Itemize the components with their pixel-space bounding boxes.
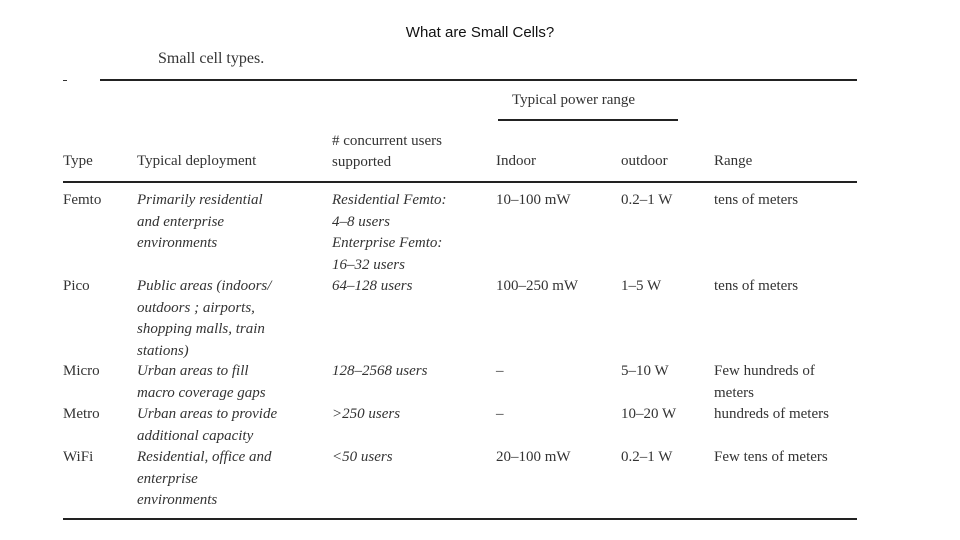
cell-indoor: 10–100 mW xyxy=(496,192,571,208)
header-indoor: Indoor xyxy=(496,153,536,169)
cell-deployment: Urban areas to provide additional capaci… xyxy=(137,406,278,444)
cell-users: Residential Femto: 4–8 users Enterprise … xyxy=(332,192,447,273)
cell-type: Micro xyxy=(63,363,100,379)
cell-range: tens of meters xyxy=(714,278,799,294)
cell-users: <50 users xyxy=(332,449,393,465)
caption-tick-mark xyxy=(63,80,67,81)
header-range: Range xyxy=(714,153,753,169)
cell-deployment: Residential, office and enterprise envir… xyxy=(137,449,272,508)
cell-type: Metro xyxy=(63,406,100,422)
power-range-group-header: Typical power range xyxy=(512,92,636,108)
cell-users: 64–128 users xyxy=(332,278,413,294)
header-outdoor: outdoor xyxy=(621,153,668,169)
table-header-rule xyxy=(63,181,857,183)
cell-outdoor: 0.2–1 W xyxy=(621,449,673,465)
table-caption: Small cell types. xyxy=(158,50,265,67)
cell-outdoor: 0.2–1 W xyxy=(621,192,673,208)
slide-title: What are Small Cells? xyxy=(405,24,555,41)
power-range-rule xyxy=(498,119,678,121)
cell-range: Few tens of meters xyxy=(714,449,828,465)
cell-type: Pico xyxy=(63,278,90,294)
header-deployment: Typical deployment xyxy=(137,153,257,169)
cell-deployment: Primarily residential and enterprise env… xyxy=(137,192,263,251)
cell-deployment: Urban areas to fill macro coverage gaps xyxy=(137,363,266,401)
cell-range: hundreds of meters xyxy=(714,406,829,422)
cell-type: Femto xyxy=(63,192,102,208)
cell-outdoor: 1–5 W xyxy=(621,278,662,294)
cell-indoor: 20–100 mW xyxy=(496,449,571,465)
table-top-rule xyxy=(100,79,857,81)
cell-range: tens of meters xyxy=(714,192,799,208)
cell-indoor: – xyxy=(496,363,504,379)
cell-type: WiFi xyxy=(63,449,94,465)
cell-outdoor: 10–20 W xyxy=(621,406,677,422)
table-bottom-rule xyxy=(63,518,857,520)
cell-indoor: – xyxy=(496,406,504,422)
header-type: Type xyxy=(63,153,93,169)
cell-users: 128–2568 users xyxy=(332,363,428,379)
cell-deployment: Public areas (indoors/ outdoors ; airpor… xyxy=(137,278,272,359)
header-users: # concurrent users supported xyxy=(332,133,442,170)
cell-range: Few hundreds of meters xyxy=(714,363,815,401)
cell-outdoor: 5–10 W xyxy=(621,363,669,379)
cell-users: >250 users xyxy=(332,406,401,422)
cell-indoor: 100–250 mW xyxy=(496,278,579,294)
